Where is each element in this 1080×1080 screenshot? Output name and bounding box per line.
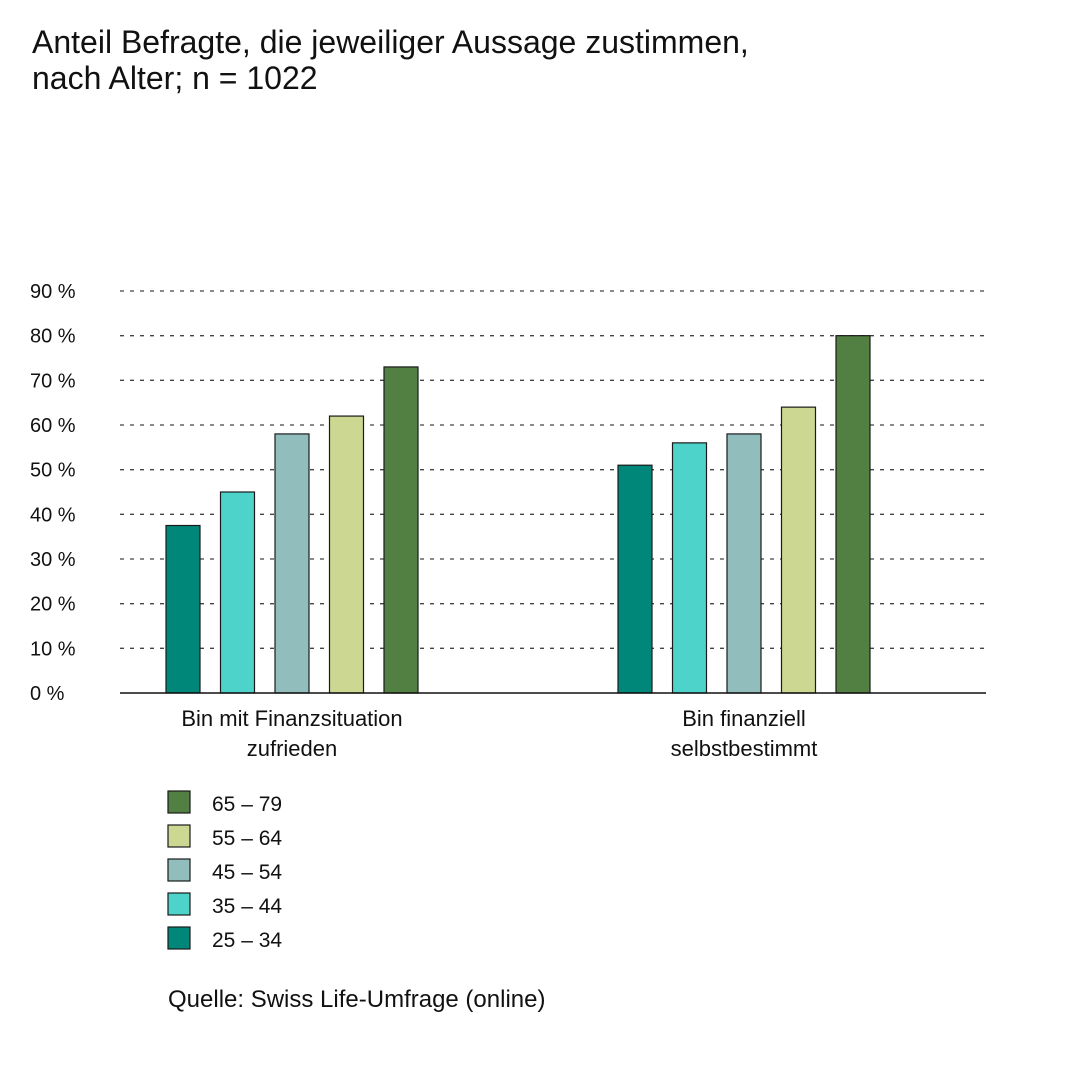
category-label: Bin mit Finanzsituation: [181, 706, 402, 731]
bar: [383, 366, 419, 694]
chart-title: Anteil Befragte, die jeweiliger Aussage …: [32, 24, 1032, 96]
legend-label: 25 – 34: [212, 929, 282, 952]
category-label: Bin finanziell: [682, 706, 806, 731]
y-tick-label: 0 %: [30, 683, 65, 705]
legend-swatch: [167, 824, 191, 848]
y-tick-label: 70 %: [30, 370, 76, 392]
category-label: zufrieden: [247, 736, 338, 761]
legend-label: 55 – 64: [212, 827, 282, 850]
y-tick-label: 20 %: [30, 594, 76, 616]
legend-label: 35 – 44: [212, 895, 282, 918]
bar: [780, 406, 817, 694]
bar: [671, 442, 708, 694]
category-labels: Bin mit Finanzsituation zufrieden Bin fina…: [181, 706, 817, 761]
legend-label: 45 – 54: [212, 861, 282, 884]
bar: [219, 491, 256, 694]
y-tick-label: 10 %: [30, 638, 76, 660]
bar: [617, 464, 653, 694]
bar: [165, 524, 201, 694]
y-tick-label: 90 %: [30, 281, 76, 303]
chart-title-line-1: Anteil Befragte, die jeweiliger Aussage …: [32, 24, 749, 60]
legend-swatch: [167, 892, 191, 916]
bar: [835, 335, 871, 694]
source-note: Quelle: Swiss Life-Umfrage (online): [168, 986, 546, 1013]
category-label: selbstbestimmt: [671, 736, 818, 761]
y-tick-label: 40 %: [30, 504, 76, 526]
legend-swatch: [167, 926, 191, 950]
y-axis-tick-labels: 0 % 10 % 20 % 30 % 40 % 50 % 60 % 70 % 80 % 90 %: [30, 281, 76, 705]
legend: 65 – 79 55 – 64 45 – 54 35 – 44 25 – 34: [167, 790, 282, 952]
bar: [328, 415, 365, 694]
legend-label: 65 – 79: [212, 793, 282, 816]
y-tick-label: 80 %: [30, 326, 76, 348]
y-tick-label: 50 %: [30, 460, 76, 482]
bar: [726, 433, 762, 694]
bars: [165, 335, 871, 694]
chart-title-line-2: nach Alter; n = 1022: [32, 60, 318, 96]
legend-swatch: [167, 858, 191, 882]
y-tick-label: 30 %: [30, 549, 76, 571]
legend-swatch: [167, 790, 191, 814]
y-tick-label: 60 %: [30, 415, 76, 437]
bar: [274, 433, 310, 694]
